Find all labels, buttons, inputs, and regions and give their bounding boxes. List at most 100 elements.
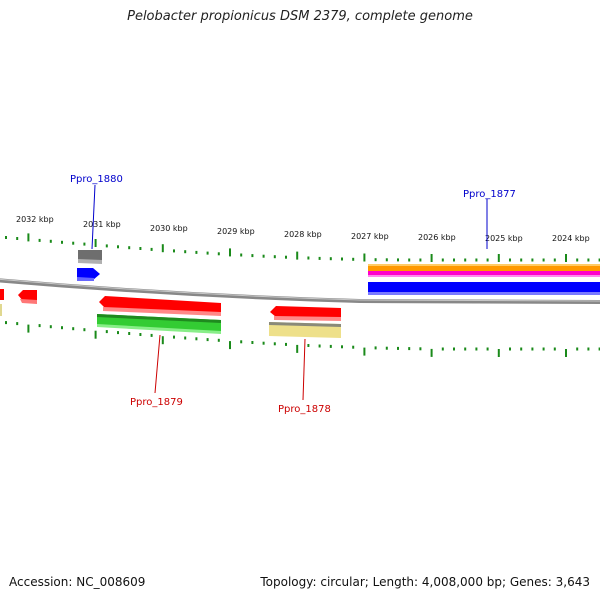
forward-tick-major [296, 251, 299, 260]
scale-labels: 2032 kbp 2031 kbp 2030 kbp 2029 kbp 2028… [16, 215, 590, 243]
genome-backbone [0, 278, 600, 304]
reverse-tick-minor [318, 344, 321, 348]
reverse-tick-major [497, 349, 500, 357]
reverse-tick-major [363, 347, 366, 356]
label-ppro-1879[interactable]: Ppro_1879 [130, 397, 183, 408]
forward-tick-minor [419, 258, 422, 262]
reverse-tick-minor [587, 347, 590, 351]
reverse-features [0, 289, 341, 338]
forward-tick-minor [486, 258, 489, 262]
forward-tick-minor [72, 241, 75, 245]
genome-stats-text: Topology: circular; Length: 4,008,000 bp… [260, 575, 590, 589]
forward-tick-minor [49, 239, 52, 243]
reverse-tick-minor [16, 322, 19, 326]
reverse-tick-minor [105, 330, 108, 334]
reverse-tick-minor [374, 346, 377, 350]
reverse-tick-minor [61, 326, 63, 330]
feature-ppro-1877[interactable] [368, 282, 600, 294]
reverse-tick-minor [542, 347, 545, 351]
reverse-tick-minor [341, 345, 343, 349]
forward-tick-major [161, 244, 164, 253]
forward-tick-minor [16, 237, 19, 240]
reverse-tick-minor [72, 327, 75, 331]
reverse-tick-minor [195, 337, 198, 341]
reverse-tick-minor [262, 341, 265, 345]
gene-labels: Ppro_1880 Ppro_1877 Ppro_1879 Ppro_1878 [70, 174, 516, 415]
feature-gray-block[interactable] [78, 250, 102, 262]
forward-tick-minor [464, 258, 467, 262]
reverse-tick-major [161, 336, 164, 345]
forward-tick-minor [61, 240, 63, 244]
reverse-tick-minor [441, 347, 444, 351]
reverse-tick-minor [38, 324, 41, 328]
feature-magenta-band[interactable] [368, 271, 600, 277]
reverse-tick-minor [453, 347, 455, 351]
forward-tick-minor [542, 258, 545, 262]
forward-tick-minor [150, 247, 153, 251]
feature-orange-band[interactable] [368, 264, 600, 271]
forward-tick-minor [117, 245, 119, 249]
reverse-tick-major [565, 349, 567, 357]
forward-tick-major [497, 254, 500, 262]
reverse-tick-minor [419, 347, 422, 351]
forward-tick-minor [509, 258, 511, 262]
label-ppro-1878[interactable]: Ppro_1878 [278, 404, 331, 415]
forward-tick-major [229, 248, 231, 257]
reverse-tick-minor [408, 347, 411, 351]
forward-tick-major [94, 239, 97, 247]
forward-tick-minor [195, 250, 198, 254]
reverse-tick-minor [128, 332, 131, 335]
forward-tick-major [27, 233, 30, 242]
forward-tick-minor [531, 258, 534, 262]
forward-tick-minor [576, 258, 579, 262]
reverse-tick-minor [83, 328, 86, 332]
forward-tick-minor [173, 249, 175, 253]
feature-red-small[interactable] [18, 290, 37, 301]
reverse-tick-minor [553, 347, 556, 351]
forward-tick-minor [341, 257, 343, 261]
reverse-tick-minor [184, 336, 187, 340]
forward-tick-minor [184, 250, 187, 254]
forward-tick-minor [598, 258, 600, 262]
scale-label-2030: 2030 kbp [150, 224, 188, 233]
feature-red-edge[interactable] [0, 289, 4, 300]
feature-ppro-1880[interactable] [77, 268, 100, 280]
forward-tick-minor [38, 238, 41, 242]
forward-tick-major [363, 253, 366, 262]
forward-tick-minor [385, 258, 388, 262]
feature-red-right[interactable] [270, 306, 341, 318]
reverse-tick-minor [520, 347, 523, 351]
reverse-tick-major [430, 348, 433, 357]
reverse-tick-minor [385, 346, 388, 350]
forward-tick-minor [128, 246, 131, 250]
forward-tick-major [430, 254, 433, 262]
forward-tick-minor [206, 251, 209, 255]
reverse-tick-minor [576, 347, 579, 351]
scale-label-2032: 2032 kbp [16, 215, 54, 224]
scale-label-2025: 2025 kbp [485, 234, 523, 243]
forward-tick-minor [285, 255, 287, 259]
reverse-tick-minor [273, 342, 276, 346]
scale-label-2029: 2029 kbp [217, 227, 255, 236]
map-title: Pelobacter propionicus DSM 2379, complet… [127, 9, 473, 24]
forward-tick-minor [475, 258, 478, 262]
reverse-tick-minor [329, 344, 332, 348]
scale-label-2027: 2027 kbp [351, 232, 389, 241]
reverse-tick-minor [352, 345, 355, 349]
reverse-tick-minor [397, 346, 399, 350]
forward-tick-minor [105, 244, 108, 248]
forward-tick-minor [217, 252, 220, 256]
reverse-tick-major [229, 341, 231, 350]
reverse-tick-major [27, 324, 30, 333]
label-ppro-1880[interactable]: Ppro_1880 [70, 174, 123, 185]
reverse-tick-minor [5, 321, 7, 325]
forward-tick-minor [408, 258, 411, 262]
reverse-tick-major [94, 330, 97, 339]
reverse-tick-minor [49, 325, 52, 329]
forward-features [77, 250, 600, 295]
label-ppro-1877[interactable]: Ppro_1877 [463, 189, 516, 200]
scale-label-2031: 2031 kbp [83, 220, 121, 229]
reverse-tick-minor [285, 342, 287, 346]
forward-tick-minor [553, 258, 556, 262]
